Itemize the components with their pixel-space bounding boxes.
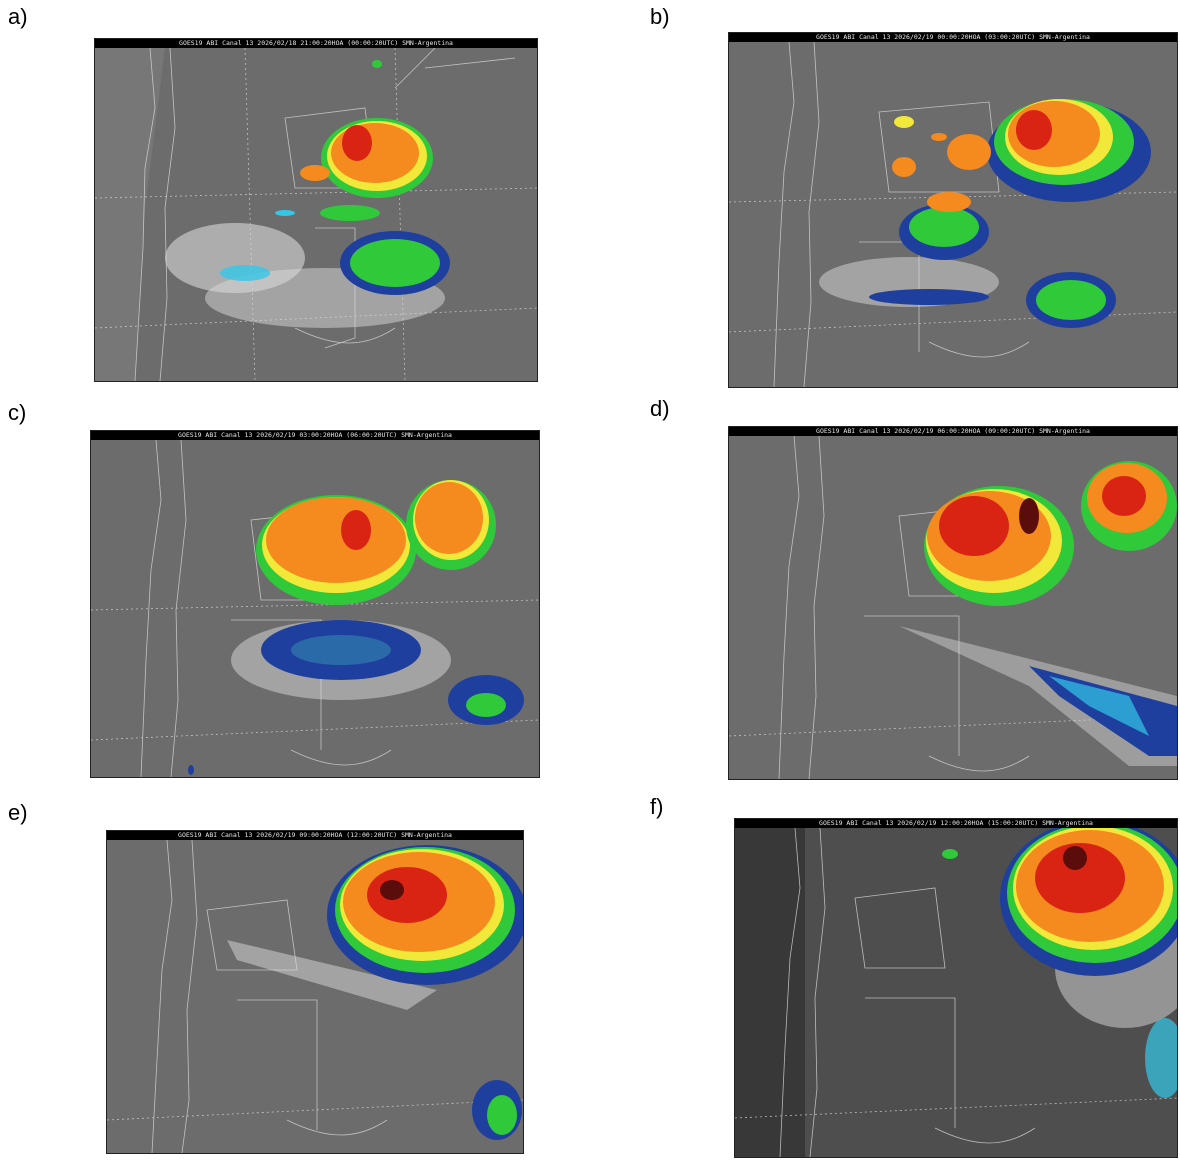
satellite-image-e: GOES19 ABI Canal 13 2026/02/19 09:00:20H… [106, 830, 524, 1154]
panel-label-c: c) [8, 400, 27, 425]
satellite-image-c: GOES19 ABI Canal 13 2026/02/19 03:00:20H… [90, 430, 540, 778]
panel-label-e: e) [8, 800, 28, 825]
image-header: GOES19 ABI Canal 13 2026/02/19 09:00:20H… [107, 831, 523, 840]
panel-label-a: a) [8, 4, 28, 29]
image-header: GOES19 ABI Canal 13 2026/02/19 03:00:20H… [91, 431, 539, 440]
satellite-image-a: GOES19 ABI Canal 13 2026/02/18 21:00:20H… [94, 38, 538, 382]
panel-label-d: d) [650, 396, 670, 421]
image-header: GOES19 ABI Canal 13 2026/02/19 00:00:20H… [729, 33, 1177, 42]
panel-label-b: b) [650, 4, 670, 29]
satellite-image-f: GOES19 ABI Canal 13 2026/02/19 12:00:20H… [734, 818, 1178, 1158]
image-header: GOES19 ABI Canal 13 2026/02/18 21:00:20H… [95, 39, 537, 48]
image-header: GOES19 ABI Canal 13 2026/02/19 12:00:20H… [735, 819, 1177, 828]
satellite-image-d: GOES19 ABI Canal 13 2026/02/19 06:00:20H… [728, 426, 1178, 780]
image-header: GOES19 ABI Canal 13 2026/02/19 06:00:20H… [729, 427, 1177, 436]
satellite-image-b: GOES19 ABI Canal 13 2026/02/19 00:00:20H… [728, 32, 1178, 388]
panel-label-f: f) [650, 794, 664, 819]
